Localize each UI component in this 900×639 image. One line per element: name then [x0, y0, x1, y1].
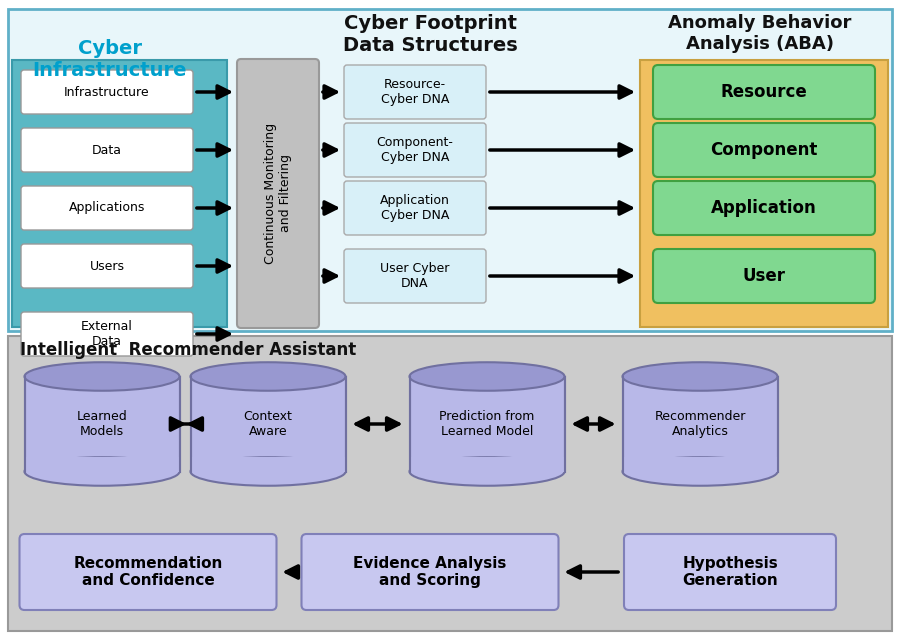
Text: User Cyber
DNA: User Cyber DNA: [381, 262, 450, 290]
FancyBboxPatch shape: [20, 534, 276, 610]
Text: Infrastructure: Infrastructure: [64, 86, 149, 98]
Bar: [623, 376, 778, 472]
Text: Application
Cyber DNA: Application Cyber DNA: [380, 194, 450, 222]
FancyBboxPatch shape: [653, 181, 875, 235]
FancyBboxPatch shape: [21, 128, 193, 172]
Bar: [190, 458, 346, 472]
Ellipse shape: [24, 362, 179, 391]
Text: Hypothesis
Generation: Hypothesis Generation: [682, 556, 778, 589]
Text: Recommender
Analytics: Recommender Analytics: [654, 410, 746, 438]
Text: Recommendation
and Confidence: Recommendation and Confidence: [73, 556, 222, 589]
Text: Context
Aware: Context Aware: [244, 410, 292, 438]
Text: Prediction from
Learned Model: Prediction from Learned Model: [439, 410, 535, 438]
Ellipse shape: [623, 362, 778, 391]
FancyBboxPatch shape: [344, 65, 486, 119]
Ellipse shape: [24, 458, 179, 486]
Bar: [12, 60, 227, 327]
Bar: [24, 376, 179, 472]
Text: Learned
Models: Learned Models: [76, 410, 128, 438]
Bar: [640, 60, 888, 327]
FancyBboxPatch shape: [344, 123, 486, 177]
Text: Applications: Applications: [68, 201, 145, 215]
Ellipse shape: [623, 458, 778, 486]
FancyBboxPatch shape: [21, 244, 193, 288]
Text: Data: Data: [92, 144, 122, 157]
Text: Resource: Resource: [721, 83, 807, 101]
Text: Users: Users: [89, 259, 124, 272]
Text: Cyber
Infrastructure: Cyber Infrastructure: [32, 39, 187, 80]
Bar: [409, 458, 565, 472]
FancyBboxPatch shape: [344, 249, 486, 303]
Text: Component-
Cyber DNA: Component- Cyber DNA: [376, 136, 454, 164]
Text: Intelligent  Recommender Assistant: Intelligent Recommender Assistant: [20, 341, 356, 359]
FancyBboxPatch shape: [344, 181, 486, 235]
FancyBboxPatch shape: [21, 312, 193, 356]
Text: Component: Component: [710, 141, 818, 159]
Ellipse shape: [191, 458, 346, 486]
Text: Anomaly Behavior
Analysis (ABA): Anomaly Behavior Analysis (ABA): [669, 14, 851, 53]
Text: Application: Application: [711, 199, 817, 217]
Ellipse shape: [191, 362, 346, 391]
Bar: [410, 376, 564, 472]
Text: External
Data: External Data: [81, 320, 133, 348]
Bar: [8, 9, 892, 331]
Text: Cyber Footprint
Data Structures: Cyber Footprint Data Structures: [343, 14, 518, 55]
Text: Evidence Analysis
and Scoring: Evidence Analysis and Scoring: [354, 556, 507, 589]
Bar: [622, 458, 778, 472]
FancyBboxPatch shape: [653, 65, 875, 119]
FancyBboxPatch shape: [21, 186, 193, 230]
FancyBboxPatch shape: [653, 249, 875, 303]
Ellipse shape: [410, 458, 564, 486]
Text: Resource-
Cyber DNA: Resource- Cyber DNA: [381, 78, 449, 106]
Text: User: User: [742, 267, 786, 285]
Bar: [23, 458, 181, 472]
Text: Continuous Monitoring
and Filtering: Continuous Monitoring and Filtering: [264, 123, 292, 264]
FancyBboxPatch shape: [302, 534, 559, 610]
FancyBboxPatch shape: [237, 59, 319, 328]
FancyBboxPatch shape: [624, 534, 836, 610]
Ellipse shape: [410, 362, 564, 391]
FancyBboxPatch shape: [21, 70, 193, 114]
FancyBboxPatch shape: [653, 123, 875, 177]
Bar: [191, 376, 346, 472]
Bar: [8, 336, 892, 631]
